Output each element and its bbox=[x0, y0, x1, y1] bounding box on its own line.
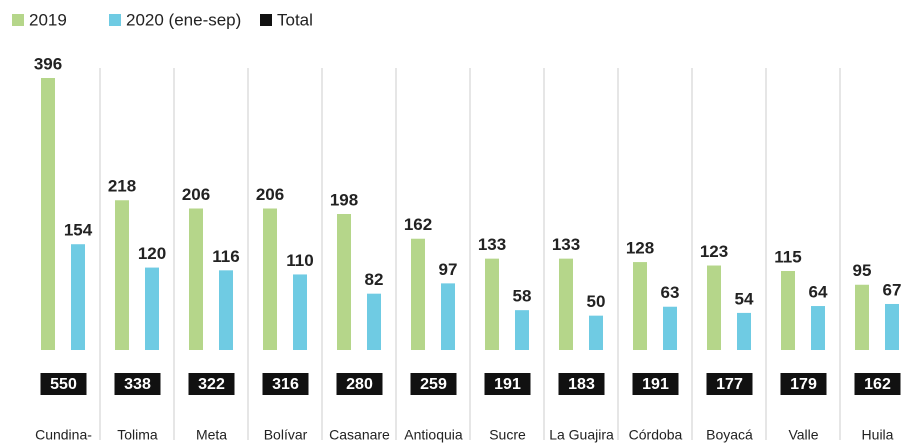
value-label: 82 bbox=[365, 270, 384, 289]
total-label: 550 bbox=[50, 376, 77, 393]
bar bbox=[71, 244, 85, 350]
legend-label: 2019 bbox=[29, 10, 67, 29]
value-label: 58 bbox=[513, 287, 532, 306]
total-box bbox=[336, 373, 383, 395]
total-label: 183 bbox=[568, 376, 595, 393]
category-label: Boyacá bbox=[706, 427, 753, 443]
category-label: Meta bbox=[196, 427, 227, 443]
legend-label: Total bbox=[277, 10, 313, 29]
total-box bbox=[632, 373, 679, 395]
bar bbox=[707, 265, 721, 350]
total-box bbox=[410, 373, 457, 395]
total-label: 316 bbox=[272, 376, 299, 393]
category-label: Tolima bbox=[117, 427, 158, 443]
total-label: 177 bbox=[716, 376, 743, 393]
value-label: 162 bbox=[404, 215, 432, 234]
value-label: 64 bbox=[809, 283, 828, 302]
value-label: 54 bbox=[735, 289, 754, 308]
category-label: Cundina- bbox=[35, 427, 92, 443]
value-label: 198 bbox=[330, 190, 358, 209]
bar bbox=[885, 303, 899, 350]
category-label: Casanare bbox=[329, 427, 390, 443]
total-label: 322 bbox=[198, 376, 225, 393]
total-label: 162 bbox=[864, 376, 891, 393]
value-label: 154 bbox=[64, 221, 93, 240]
value-label: 133 bbox=[478, 235, 506, 254]
value-label: 115 bbox=[774, 247, 801, 266]
value-label: 97 bbox=[439, 260, 458, 279]
bar bbox=[145, 267, 159, 350]
bar bbox=[337, 214, 351, 350]
legend-swatch bbox=[260, 14, 272, 26]
legend-label: 2020 (ene-sep) bbox=[126, 10, 241, 29]
legend-swatch bbox=[12, 14, 24, 26]
total-box bbox=[40, 373, 87, 395]
value-label: 116 bbox=[212, 247, 239, 266]
bar bbox=[485, 258, 499, 350]
total-box bbox=[706, 373, 753, 395]
bar bbox=[737, 312, 751, 350]
value-label: 110 bbox=[286, 251, 313, 270]
category-label: Antioquia bbox=[404, 427, 463, 443]
bar bbox=[589, 315, 603, 350]
total-box bbox=[558, 373, 605, 395]
value-label: 133 bbox=[552, 235, 580, 254]
bar bbox=[633, 262, 647, 350]
bar bbox=[115, 200, 129, 350]
total-box bbox=[854, 373, 901, 395]
category-label: Valle bbox=[788, 427, 818, 443]
bar bbox=[781, 271, 795, 350]
total-label: 280 bbox=[346, 376, 373, 393]
total-box bbox=[188, 373, 235, 395]
total-label: 191 bbox=[494, 376, 521, 393]
bar bbox=[263, 208, 277, 350]
bar bbox=[811, 306, 825, 350]
category-label: Sucre bbox=[489, 427, 526, 443]
legend-swatch bbox=[109, 14, 121, 26]
bar bbox=[367, 293, 381, 350]
category-label: Bolívar bbox=[264, 427, 308, 443]
value-label: 206 bbox=[256, 185, 284, 204]
value-label: 396 bbox=[34, 54, 62, 73]
total-label: 191 bbox=[642, 376, 669, 393]
value-label: 120 bbox=[138, 244, 166, 263]
category-label: Córdoba bbox=[629, 427, 683, 443]
bar bbox=[559, 258, 573, 350]
value-label: 218 bbox=[108, 177, 136, 196]
value-label: 128 bbox=[626, 239, 654, 258]
bar bbox=[293, 274, 307, 350]
total-box bbox=[114, 373, 161, 395]
total-box bbox=[262, 373, 309, 395]
bar bbox=[663, 306, 677, 350]
bar bbox=[41, 78, 55, 350]
value-label: 67 bbox=[883, 280, 902, 299]
bar bbox=[515, 310, 529, 350]
total-box bbox=[780, 373, 827, 395]
bar bbox=[219, 270, 233, 350]
value-label: 95 bbox=[853, 261, 872, 280]
total-box bbox=[484, 373, 531, 395]
value-label: 50 bbox=[587, 292, 606, 311]
category-label: Huila bbox=[862, 427, 894, 443]
bar bbox=[855, 284, 869, 350]
value-label: 123 bbox=[700, 242, 728, 261]
bar bbox=[411, 238, 425, 350]
bar bbox=[189, 208, 203, 350]
total-label: 338 bbox=[124, 376, 151, 393]
total-label: 259 bbox=[420, 376, 447, 393]
bar bbox=[441, 283, 455, 350]
total-label: 179 bbox=[790, 376, 817, 393]
value-label: 63 bbox=[661, 283, 680, 302]
value-label: 206 bbox=[182, 185, 210, 204]
category-label: La Guajira bbox=[549, 427, 614, 443]
